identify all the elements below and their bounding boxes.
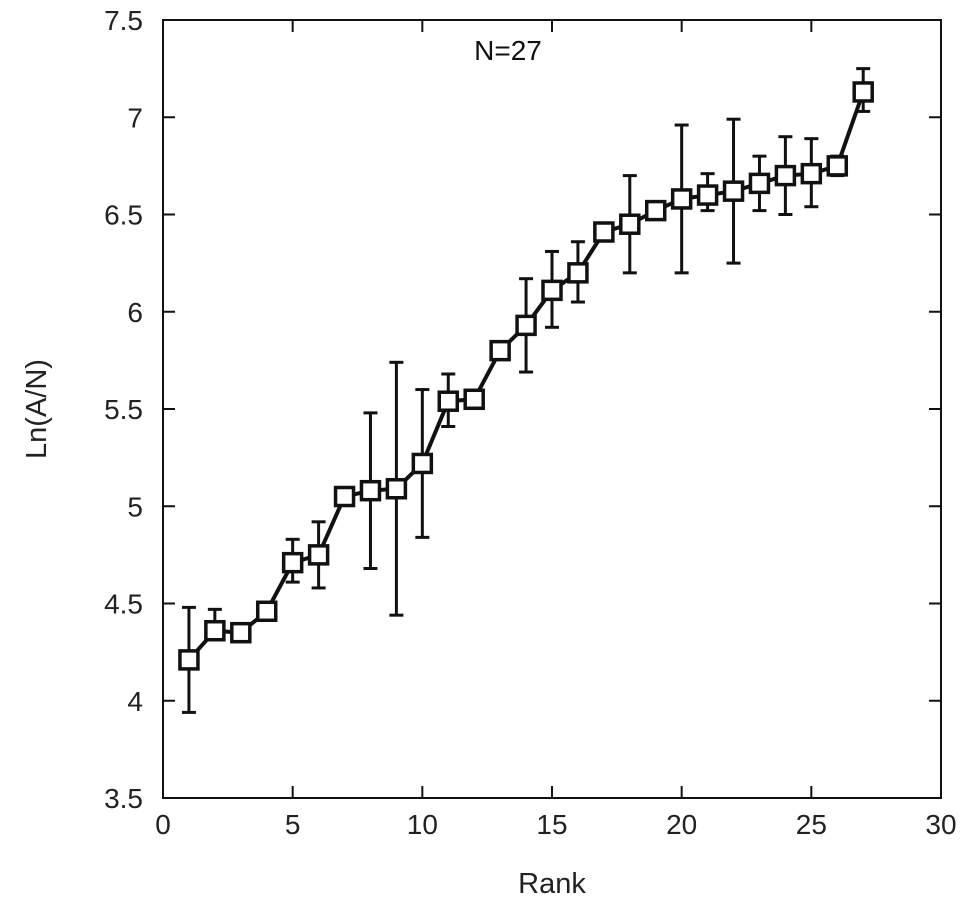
x-tick-label: 0 <box>155 809 171 840</box>
data-point-marker <box>230 621 252 644</box>
data-point-marker <box>333 485 356 508</box>
x-tick-label: 15 <box>536 809 567 840</box>
data-point-marker <box>593 221 615 243</box>
x-tick-label: 5 <box>285 809 301 840</box>
data-markers <box>178 81 874 671</box>
y-tick-label: 6 <box>127 297 143 328</box>
error-bars <box>181 67 871 714</box>
y-tick-label: 7.5 <box>104 5 143 36</box>
y-axis-label: Ln(A/N) <box>21 359 53 459</box>
y-tick-label: 4 <box>127 686 143 717</box>
data-point-marker <box>541 279 563 302</box>
data-point-marker <box>800 162 823 185</box>
data-point-marker <box>852 81 874 103</box>
data-point-marker <box>515 314 537 337</box>
x-tick-label: 20 <box>666 809 697 840</box>
y-tick-label: 5.5 <box>104 394 143 425</box>
x-tick-label: 25 <box>796 809 827 840</box>
annotation-n: N=27 <box>474 35 542 66</box>
data-point-marker <box>463 388 485 411</box>
y-tick-label: 6.5 <box>104 200 143 231</box>
data-point-marker <box>774 164 797 187</box>
data-point-marker <box>255 600 278 623</box>
y-tick-label: 4.5 <box>104 589 143 620</box>
axis-ticks <box>162 19 942 799</box>
data-point-marker <box>281 551 304 574</box>
x-tick-label: 10 <box>407 809 438 840</box>
x-tick-label: 30 <box>925 809 956 840</box>
data-point-marker <box>826 155 849 177</box>
x-tick-labels: 0 5 10 15 20 25 30 <box>155 809 956 840</box>
data-point-marker <box>385 477 408 500</box>
x-axis-label: Rank <box>518 868 586 900</box>
data-point-marker <box>359 479 382 502</box>
data-point-marker <box>748 172 771 195</box>
plot-frame <box>162 19 942 799</box>
data-point-marker <box>644 199 667 222</box>
y-tick-label: 7 <box>127 102 143 133</box>
data-point-marker <box>411 452 434 475</box>
data-point-marker <box>567 262 589 284</box>
data-point-marker <box>696 184 719 206</box>
y-tick-label: 3.5 <box>104 783 143 814</box>
data-point-marker <box>178 649 200 671</box>
y-tick-label: 5 <box>127 491 143 522</box>
data-point-marker <box>619 213 641 235</box>
data-point-marker <box>437 390 460 412</box>
data-point-marker <box>204 619 226 642</box>
y-tick-labels: 3.5 4 4.5 5 5.5 6 6.5 7 7.5 <box>104 5 143 814</box>
data-point-marker <box>489 339 511 362</box>
data-point-marker <box>670 188 693 210</box>
data-point-marker <box>722 180 745 202</box>
data-point-marker <box>307 544 330 566</box>
